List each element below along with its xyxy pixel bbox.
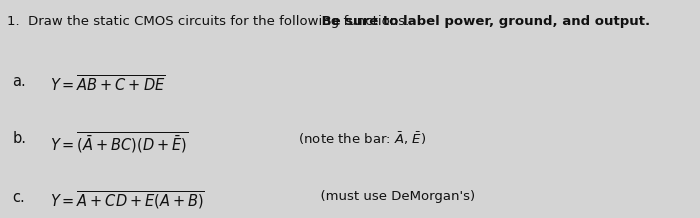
Text: (must use DeMorgan's): (must use DeMorgan's): [312, 190, 475, 203]
Text: $Y = \overline{AB+C+DE}$: $Y = \overline{AB+C+DE}$: [50, 74, 166, 94]
Text: a.: a.: [13, 74, 27, 89]
Text: $Y = \overline{A+CD+E(A+B)}$: $Y = \overline{A+CD+E(A+B)}$: [50, 190, 205, 212]
Text: 1.  Draw the static CMOS circuits for the following functions.: 1. Draw the static CMOS circuits for the…: [7, 15, 418, 28]
Text: (note the bar: $\bar{A}$, $\bar{E}$): (note the bar: $\bar{A}$, $\bar{E}$): [290, 131, 426, 147]
Text: Be sure to label power, ground, and output.: Be sure to label power, ground, and outp…: [7, 15, 650, 28]
Text: b.: b.: [13, 131, 27, 146]
Text: $Y = \overline{(\bar{A}+BC)(D+\bar{E})}$: $Y = \overline{(\bar{A}+BC)(D+\bar{E})}$: [50, 131, 189, 156]
Text: c.: c.: [13, 190, 25, 205]
